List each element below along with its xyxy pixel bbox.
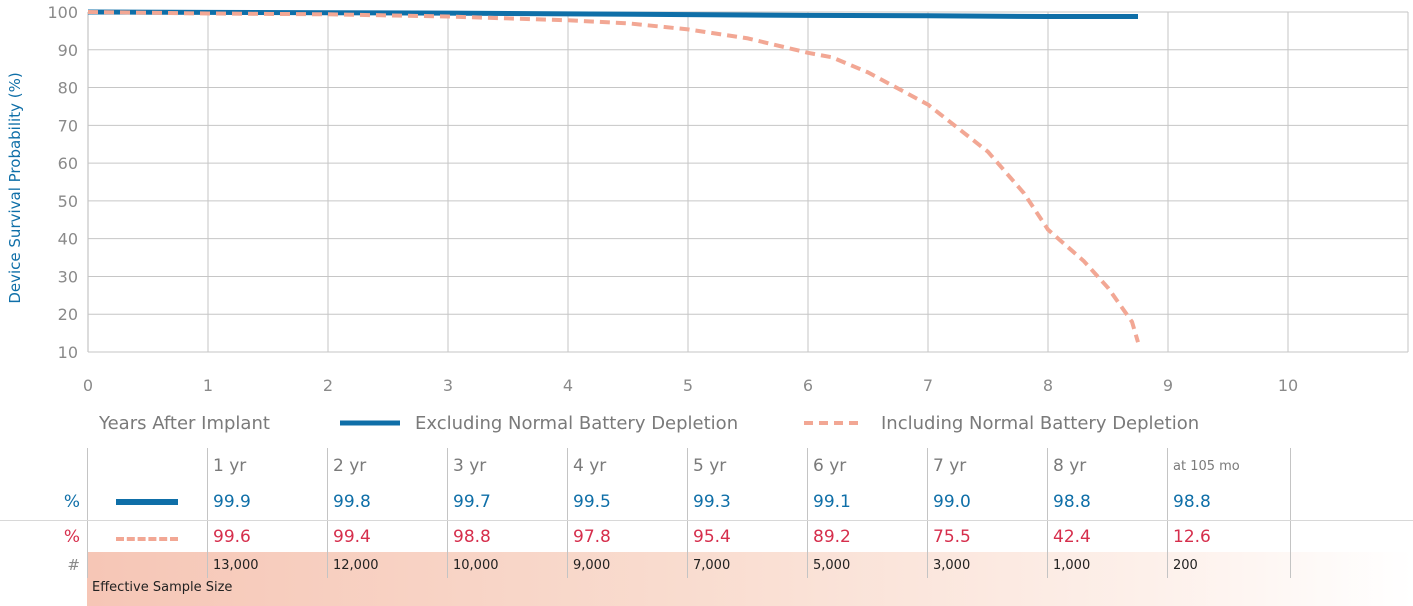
- table-cell-including-8: 12.6: [1167, 521, 1290, 553]
- x-tick-labels: 0 1 2 3 4 5 6 7 8 9 10: [83, 376, 1298, 395]
- grid-lines: [87, 11, 1409, 353]
- table-cell-excluding-5: 99.1: [807, 484, 927, 520]
- swatch-excluding: [116, 499, 178, 505]
- table-cell-including-1: 99.4: [327, 521, 447, 553]
- table-cell-sample-lead-divider: [87, 552, 207, 578]
- table-header-cell-8: at 105 mo: [1167, 448, 1290, 484]
- table-cell-including-3: 97.8: [567, 521, 687, 553]
- series-lines: [87, 9, 1140, 343]
- table-header-cell-4: 5 yr: [687, 448, 807, 484]
- table-cell-excluding-tail-divider: [1290, 484, 1296, 520]
- table-cell-including-4: 95.4: [687, 521, 807, 553]
- x-tick-label-5: 5: [683, 376, 693, 395]
- table-cell-sample-3: 9,000: [567, 552, 687, 578]
- table-cell-excluding-0: 99.9: [207, 484, 327, 520]
- survival-table: 1 yr 2 yr 3 yr 4 yr 5 yr 6 yr 7 yr 8 yr at 105 m…: [0, 448, 1413, 606]
- sample-size-background: [87, 552, 1413, 606]
- table-cell-sample-7: 1,000: [1047, 552, 1167, 578]
- x-axis-label: Years After Implant: [98, 413, 270, 434]
- table-cell-sample-1: 12,000: [327, 552, 447, 578]
- sample-size-caption: Effective Sample Size: [92, 580, 233, 595]
- table-row-sample-size: # Effective Sample Size 13,000 12,000 10,0…: [0, 552, 1413, 606]
- table-cell-sample-tail-divider: [1290, 552, 1296, 578]
- row-label-excluding: %: [63, 492, 80, 512]
- swatch-including: [116, 537, 178, 541]
- table-cell-sample-6: 3,000: [927, 552, 1047, 578]
- table-header-cell-3: 4 yr: [567, 448, 687, 484]
- table-cell-including-2: 98.8: [447, 521, 567, 553]
- table-cell-including-7: 42.4: [1047, 521, 1167, 553]
- table-cell-excluding-1: 99.8: [327, 484, 447, 520]
- x-tick-label-6: 6: [803, 376, 813, 395]
- table-cell-including-5: 89.2: [807, 521, 927, 553]
- y-tick-label-60: 60: [58, 154, 78, 173]
- x-tick-label-9: 9: [1163, 376, 1173, 395]
- table-header-cell-tail-divider: [1290, 448, 1296, 484]
- series-line-excluding: [87, 9, 1138, 19]
- table-cell-sample-4: 7,000: [687, 552, 807, 578]
- table-cell-sample-0: 13,000: [207, 552, 327, 578]
- table-header-cell-lead-divider: [87, 448, 207, 484]
- y-tick-label-80: 80: [58, 79, 78, 98]
- x-tick-label-10: 10: [1278, 376, 1298, 395]
- table-header-cell-2: 3 yr: [447, 448, 567, 484]
- table-header-row: 1 yr 2 yr 3 yr 4 yr 5 yr 6 yr 7 yr 8 yr at 105 m…: [0, 448, 1413, 484]
- table-row-including: % 99.6 99.4 98.8 97.8 95.4 89.2 75.5 42.4 12.6: [0, 520, 1413, 553]
- table-cell-excluding-lead-divider: [87, 484, 207, 520]
- legend-label-including: Including Normal Battery Depletion: [881, 413, 1199, 434]
- table-cell-excluding-3: 99.5: [567, 484, 687, 520]
- survival-chart: 10 20 30 40 50 60 70 80 90 100 0 1 2 3 4 5 6 7 8 9 10 Devic…: [6, 3, 1409, 434]
- table-row-excluding: % 99.9 99.8 99.7 99.5 99.3 99.1 99.0 98.8 98.8: [0, 484, 1413, 520]
- table-cell-including-6: 75.5: [927, 521, 1047, 553]
- table-header-cell-0: 1 yr: [207, 448, 327, 484]
- y-tick-label-20: 20: [58, 305, 78, 324]
- x-tick-label-1: 1: [203, 376, 213, 395]
- row-label-including: %: [63, 527, 80, 547]
- table-cell-sample-5: 5,000: [807, 552, 927, 578]
- table-header-cell-6: 7 yr: [927, 448, 1047, 484]
- y-tick-labels: 10 20 30 40 50 60 70 80 90 100: [47, 3, 78, 362]
- table-header-cell-7: 8 yr: [1047, 448, 1167, 484]
- x-tick-label-2: 2: [323, 376, 333, 395]
- y-tick-label-40: 40: [58, 230, 78, 249]
- row-label-sample: #: [67, 556, 80, 574]
- table-cell-including-lead-divider: [87, 521, 207, 553]
- y-axis-label: Device Survival Probability (%): [6, 72, 24, 303]
- table-cell-including-tail-divider: [1290, 521, 1296, 553]
- table-cell-sample-8: 200: [1167, 552, 1290, 578]
- x-tick-label-4: 4: [563, 376, 573, 395]
- y-tick-label-10: 10: [58, 343, 78, 362]
- table-cell-excluding-2: 99.7: [447, 484, 567, 520]
- series-line-including: [87, 10, 1140, 343]
- table-header-cell-5: 6 yr: [807, 448, 927, 484]
- y-tick-label-30: 30: [58, 267, 78, 286]
- table-cell-excluding-4: 99.3: [687, 484, 807, 520]
- y-tick-label-70: 70: [58, 116, 78, 135]
- table-cell-excluding-8: 98.8: [1167, 484, 1290, 520]
- x-tick-label-3: 3: [443, 376, 453, 395]
- y-tick-label-50: 50: [58, 192, 78, 211]
- table-cell-excluding-7: 98.8: [1047, 484, 1167, 520]
- x-tick-label-0: 0: [83, 376, 93, 395]
- y-tick-label-90: 90: [58, 41, 78, 60]
- legend-label-excluding: Excluding Normal Battery Depletion: [415, 413, 738, 434]
- x-tick-label-8: 8: [1043, 376, 1053, 395]
- table-cell-including-0: 99.6: [207, 521, 327, 553]
- table-cell-excluding-6: 99.0: [927, 484, 1047, 520]
- y-tick-label-100: 100: [47, 3, 78, 22]
- x-tick-label-7: 7: [923, 376, 933, 395]
- table-header-cell-1: 2 yr: [327, 448, 447, 484]
- table-cell-sample-2: 10,000: [447, 552, 567, 578]
